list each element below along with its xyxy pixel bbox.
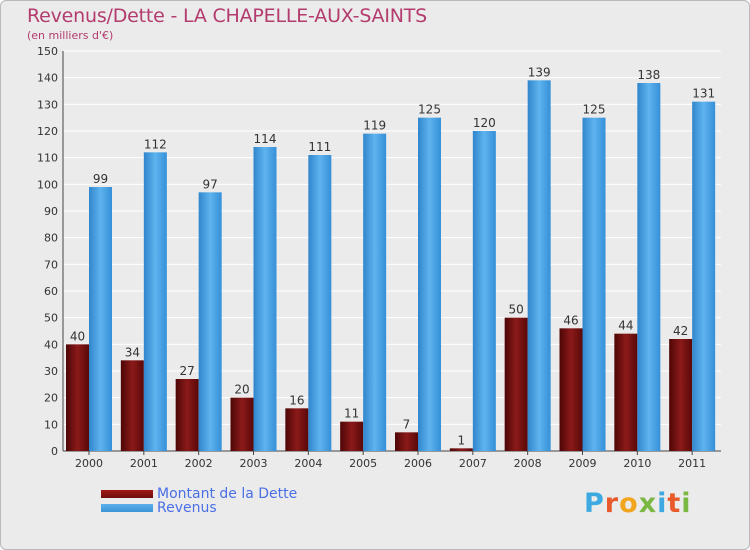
bar-dette	[559, 328, 583, 451]
x-tick-label: 2009	[569, 457, 597, 470]
y-tick-label: 0	[51, 445, 58, 458]
logo-letter: o	[619, 488, 639, 519]
data-label-revenus: 111	[308, 140, 331, 154]
data-label-dette: 7	[403, 417, 411, 431]
bar-dette	[504, 317, 528, 451]
chart-subtitle: (en milliers d'€)	[27, 29, 114, 42]
bar-revenus	[527, 80, 551, 451]
legend-swatch-revenus	[101, 504, 153, 512]
bar-dette	[669, 339, 693, 451]
bar-revenus	[253, 147, 277, 451]
bar-dette	[395, 432, 418, 451]
legend: Montant de la Dette Revenus	[101, 486, 298, 516]
bar-dette	[120, 360, 144, 451]
x-tick-label: 2002	[185, 457, 213, 470]
data-label-dette: 1	[458, 433, 466, 447]
data-label-dette: 40	[70, 329, 85, 343]
bar-revenus	[198, 192, 222, 452]
x-tick-label: 2010	[623, 457, 651, 470]
bar-revenus	[363, 133, 387, 451]
data-label-revenus: 138	[637, 68, 660, 82]
y-tick-label: 150	[37, 45, 58, 58]
legend-item-dette: Montant de la Dette	[101, 486, 298, 502]
x-tick-label: 2005	[349, 457, 377, 470]
y-tick-label: 90	[44, 205, 58, 218]
data-label-revenus: 114	[254, 132, 277, 146]
chart-title: Revenus/Dette - LA CHAPELLE-AUX-SAINTS	[27, 5, 428, 27]
bar-revenus	[637, 83, 661, 451]
bar-revenus	[143, 152, 167, 452]
bar-dette	[175, 379, 199, 451]
bar-revenus	[308, 155, 332, 451]
data-label-dette: 11	[344, 407, 359, 421]
legend-label-revenus: Revenus	[157, 500, 217, 516]
data-label-dette: 44	[618, 319, 633, 333]
data-label-revenus: 125	[583, 103, 606, 117]
data-label-dette: 20	[234, 383, 249, 397]
logo-letter: i	[657, 488, 668, 519]
proxiti-logo: Proxiti	[584, 488, 692, 519]
bar-revenus	[89, 187, 112, 451]
data-label-dette: 16	[289, 393, 304, 407]
y-tick-label: 20	[44, 392, 58, 405]
bar-dette	[230, 397, 254, 451]
x-tick-label: 2007	[459, 457, 487, 470]
y-tick-label: 100	[37, 178, 58, 191]
y-tick-label: 10	[44, 418, 58, 431]
logo-letter: P	[584, 488, 605, 519]
y-tick-label: 140	[37, 72, 58, 85]
bar-dette	[66, 344, 89, 451]
y-tick-label: 60	[44, 285, 58, 298]
data-label-revenus: 112	[144, 137, 167, 151]
y-tick-label: 110	[37, 152, 58, 165]
legend-label-dette: Montant de la Dette	[157, 486, 298, 502]
x-tick-label: 2008	[514, 457, 542, 470]
x-tick-label: 2004	[294, 457, 322, 470]
data-label-revenus: 120	[473, 116, 496, 130]
logo-letter: x	[638, 488, 658, 519]
y-tick-label: 30	[44, 365, 58, 378]
legend-swatch-dette	[101, 490, 153, 498]
x-tick-label: 2006	[404, 457, 432, 470]
data-label-revenus: 131	[692, 87, 715, 101]
data-label-dette: 50	[509, 303, 524, 317]
data-label-dette: 42	[673, 324, 688, 338]
data-label-revenus: 125	[418, 103, 441, 117]
y-tick-label: 130	[37, 98, 58, 111]
data-label-dette: 46	[563, 313, 578, 327]
bar-revenus	[418, 117, 441, 452]
x-tick-label: 2011	[678, 457, 706, 470]
x-tick-label: 2001	[130, 457, 158, 470]
bar-revenus	[472, 131, 496, 451]
bar-revenus	[692, 101, 716, 452]
bar-dette	[614, 333, 638, 451]
data-label-revenus: 139	[528, 65, 551, 79]
data-label-dette: 27	[180, 364, 195, 378]
bar-dette	[449, 448, 473, 451]
data-label-revenus: 97	[203, 177, 218, 191]
x-tick-label: 2000	[75, 457, 103, 470]
data-label-revenus: 99	[93, 172, 108, 186]
y-tick-label: 80	[44, 232, 58, 245]
legend-item-revenus: Revenus	[101, 500, 297, 516]
y-tick-label: 70	[44, 258, 58, 271]
logo-letter: i	[681, 488, 692, 519]
data-label-dette: 34	[125, 345, 140, 359]
data-label-revenus: 119	[363, 119, 386, 133]
bar-revenus	[582, 117, 606, 452]
x-tick-label: 2003	[240, 457, 268, 470]
bar-dette	[285, 408, 309, 451]
bar-dette	[340, 421, 364, 451]
y-tick-label: 40	[44, 338, 58, 351]
y-tick-label: 50	[44, 312, 58, 325]
y-tick-label: 120	[37, 125, 58, 138]
logo-letter: t	[667, 488, 682, 519]
logo-letter: r	[604, 488, 620, 519]
